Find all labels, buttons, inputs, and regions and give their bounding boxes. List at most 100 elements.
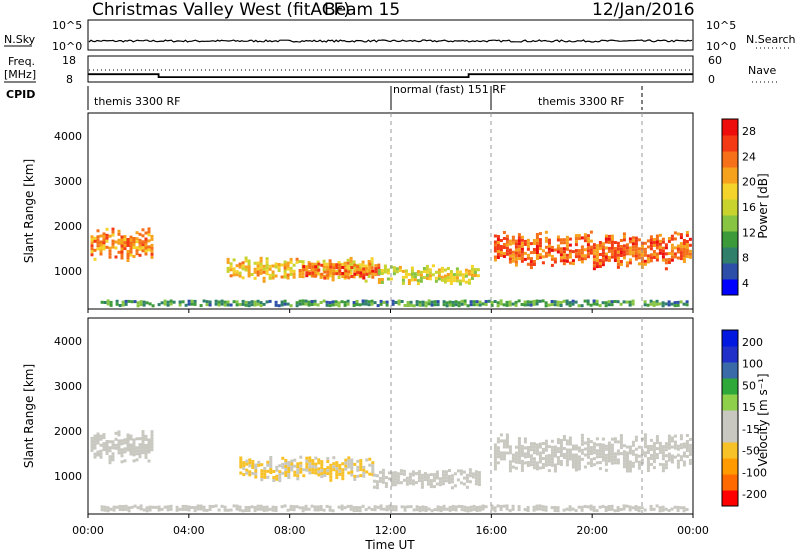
heatmap-cell <box>223 508 227 512</box>
heatmap-cell <box>262 508 266 512</box>
heatmap-cell <box>314 465 318 469</box>
heatmap-cell <box>337 276 341 279</box>
heatmap-cell <box>323 270 327 274</box>
heatmap-cell <box>601 504 605 508</box>
heatmap-cell <box>358 266 362 270</box>
heatmap-cell <box>391 508 395 512</box>
heatmap-cell <box>338 463 342 467</box>
heatmap-cell <box>129 449 133 453</box>
power-colorbar-tick: 28 <box>742 125 756 138</box>
heatmap-cell <box>610 240 614 244</box>
colorbar-swatch <box>722 199 738 216</box>
heatmap-cell <box>108 455 112 459</box>
heatmap-cell <box>679 458 683 462</box>
heatmap-cell <box>286 508 290 512</box>
heatmap-cell <box>341 477 345 481</box>
heatmap-cell <box>435 476 439 480</box>
heatmap-cell <box>103 505 107 509</box>
heatmap-cell <box>308 456 312 460</box>
heatmap-cell <box>316 272 320 276</box>
heatmap-cell <box>108 249 112 253</box>
heatmap-cell <box>574 300 578 304</box>
heatmap-cell <box>344 272 348 276</box>
heatmap-cell <box>628 505 632 509</box>
heatmap-cell <box>359 474 363 478</box>
heatmap-cell <box>141 249 145 253</box>
heatmap-cell <box>102 244 106 248</box>
heatmap-cell <box>385 508 389 512</box>
heatmap-cell <box>556 235 560 239</box>
heatmap-cell <box>187 302 191 306</box>
velocity-colorbar-label: Velocity [m s⁻¹] <box>756 373 770 466</box>
heatmap-cell <box>646 457 650 460</box>
heatmap-cell <box>350 473 354 477</box>
heatmap-cell <box>241 299 245 303</box>
heatmap-cell <box>286 261 290 265</box>
heatmap-cell <box>329 463 333 467</box>
heatmap-cell <box>244 506 248 509</box>
heatmap-cell <box>661 304 665 308</box>
heatmap-cell <box>317 467 321 471</box>
heatmap-cell <box>217 508 221 512</box>
heatmap-cell <box>664 463 668 467</box>
heatmap-cell <box>247 271 251 275</box>
heatmap-cell <box>286 264 290 268</box>
heatmap-cell <box>412 304 416 308</box>
time-axis-ticks: 00:00 04:00 08:00 12:00 16:00 20:00 00:00 <box>72 309 709 537</box>
heatmap-cell <box>655 441 659 445</box>
heatmap-cell <box>625 249 629 253</box>
heatmap-cell <box>284 471 288 474</box>
heatmap-cell <box>199 304 203 308</box>
heatmap-cell <box>320 272 324 276</box>
heatmap-cell <box>601 301 605 305</box>
heatmap-cell <box>335 470 339 474</box>
heatmap-cell <box>435 482 439 486</box>
heatmap-cell <box>256 273 260 277</box>
heatmap-cell <box>682 460 686 464</box>
heatmap-cell <box>610 455 614 459</box>
heatmap-cell <box>120 253 124 257</box>
heatmap-cell <box>238 265 242 269</box>
heatmap-cell <box>323 276 327 280</box>
heatmap-cell <box>147 248 151 252</box>
heatmap-cell <box>278 464 282 468</box>
heatmap-cell <box>90 235 94 239</box>
heatmap-cell <box>310 504 314 508</box>
heatmap-cell <box>508 509 512 513</box>
heatmap-cell <box>559 253 563 257</box>
heatmap-cell <box>502 246 506 249</box>
heatmap-cell <box>589 248 593 252</box>
heatmap-cell <box>598 247 602 250</box>
heatmap-cell <box>126 448 130 452</box>
heatmap-cell <box>102 238 106 242</box>
heatmap-cell <box>571 507 575 511</box>
heatmap-cell <box>580 505 584 509</box>
heatmap-cell <box>289 272 293 276</box>
heatmap-cell <box>661 252 665 256</box>
heatmap-cell <box>124 507 128 511</box>
heatmap-cell <box>589 449 593 453</box>
heatmap-cell <box>226 508 230 512</box>
heatmap-cell <box>619 248 623 251</box>
heatmap-cell <box>628 460 632 464</box>
heatmap-cell <box>138 446 142 450</box>
heatmap-cell <box>595 259 599 263</box>
heatmap-cell <box>371 467 375 471</box>
heatmap-cell <box>220 504 224 508</box>
heatmap-cell <box>298 260 302 263</box>
heatmap-cell <box>595 247 599 251</box>
heatmap-cell <box>604 453 608 457</box>
heatmap-cell <box>631 461 635 465</box>
heatmap-cell <box>413 275 417 279</box>
heatmap-cell <box>511 250 515 254</box>
heatmap-cell <box>517 437 521 441</box>
heatmap-cell <box>688 461 692 465</box>
heatmap-cell <box>108 255 112 259</box>
heatmap-cell <box>457 301 461 305</box>
heatmap-cell <box>251 463 255 466</box>
heatmap-cell <box>420 482 424 486</box>
heatmap-cell <box>664 246 668 250</box>
heatmap-cell <box>553 506 557 509</box>
heatmap-cell <box>346 273 350 277</box>
